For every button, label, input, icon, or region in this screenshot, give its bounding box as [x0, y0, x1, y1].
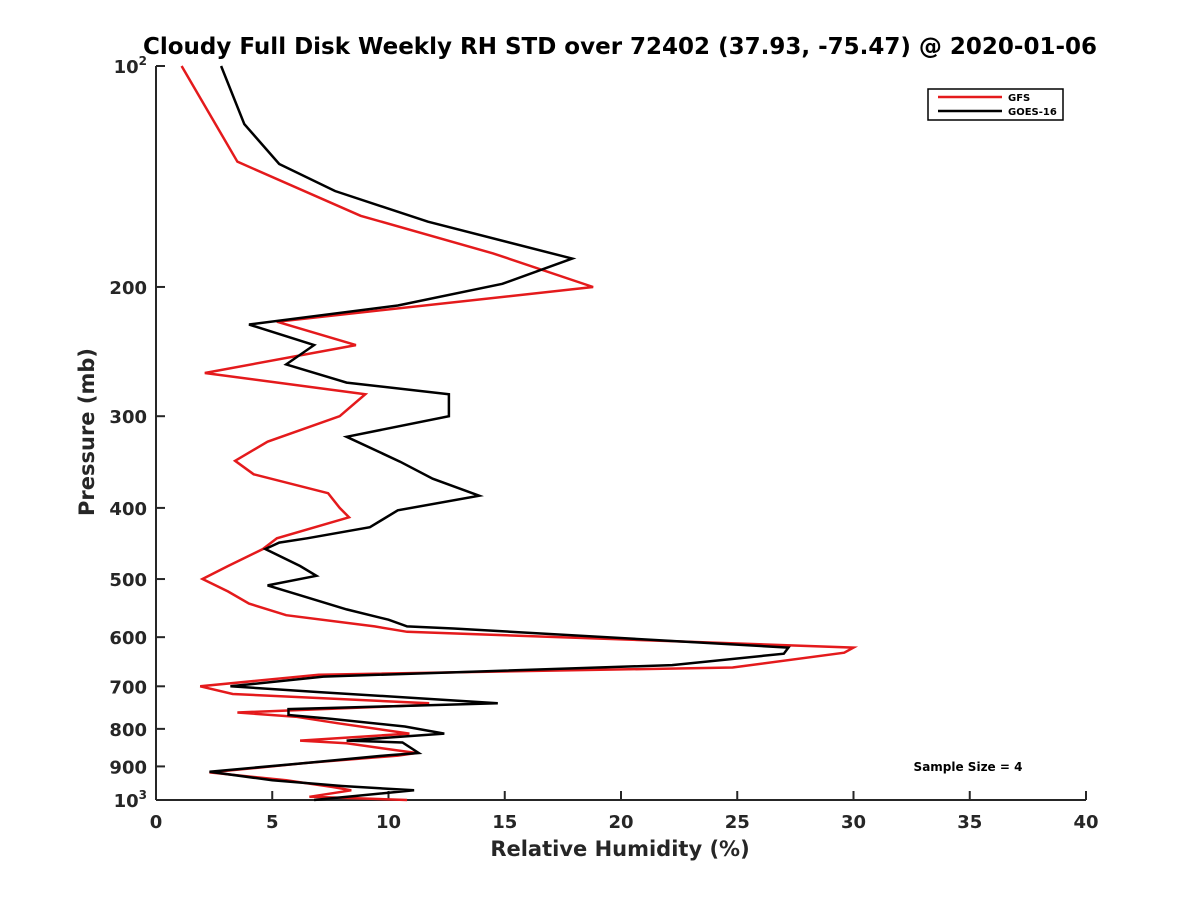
y-tick-label: 900: [109, 757, 147, 778]
legend: GFS GOES-16: [927, 88, 1064, 121]
y-tick-label: 700: [109, 677, 147, 698]
y-tick-label: 800: [109, 720, 147, 741]
x-tick-label: 15: [492, 812, 517, 833]
y-tick-label: 200: [109, 278, 147, 299]
legend-label-gfs: GFS: [1008, 93, 1030, 104]
y-tick-label: 500: [109, 570, 147, 591]
x-tick-label: 30: [841, 812, 866, 833]
y-tick-label: 400: [109, 499, 147, 520]
x-tick-label: 10: [376, 812, 401, 833]
plot-axes: 0 5 10 15 20 25 30 35 40 102 200 300 400 500 600 700 800…: [109, 54, 1098, 833]
legend-label-goes16: GOES-16: [1008, 107, 1057, 118]
sample-size-annotation: Sample Size = 4: [914, 760, 1023, 774]
y-tick-label: 300: [109, 407, 147, 428]
series-layer: [180, 65, 859, 802]
y-tick-label: 102: [114, 54, 147, 78]
x-tick-label: 40: [1073, 812, 1098, 833]
legend-box: [927, 88, 1064, 121]
x-tick-label: 5: [266, 812, 279, 833]
chart-title: Cloudy Full Disk Weekly RH STD over 7240…: [143, 34, 1097, 60]
x-tick-label: 25: [725, 812, 750, 833]
x-tick-label: 0: [150, 812, 163, 833]
x-tick-label: 20: [608, 812, 633, 833]
y-axis-label: Pressure (mb): [75, 348, 99, 516]
x-tick-label: 35: [957, 812, 982, 833]
series-line-goes-16: [209, 65, 791, 802]
y-tick-label: 103: [114, 788, 147, 812]
y-tick-label: 600: [109, 628, 147, 649]
x-axis-label: Relative Humidity (%): [490, 837, 749, 861]
